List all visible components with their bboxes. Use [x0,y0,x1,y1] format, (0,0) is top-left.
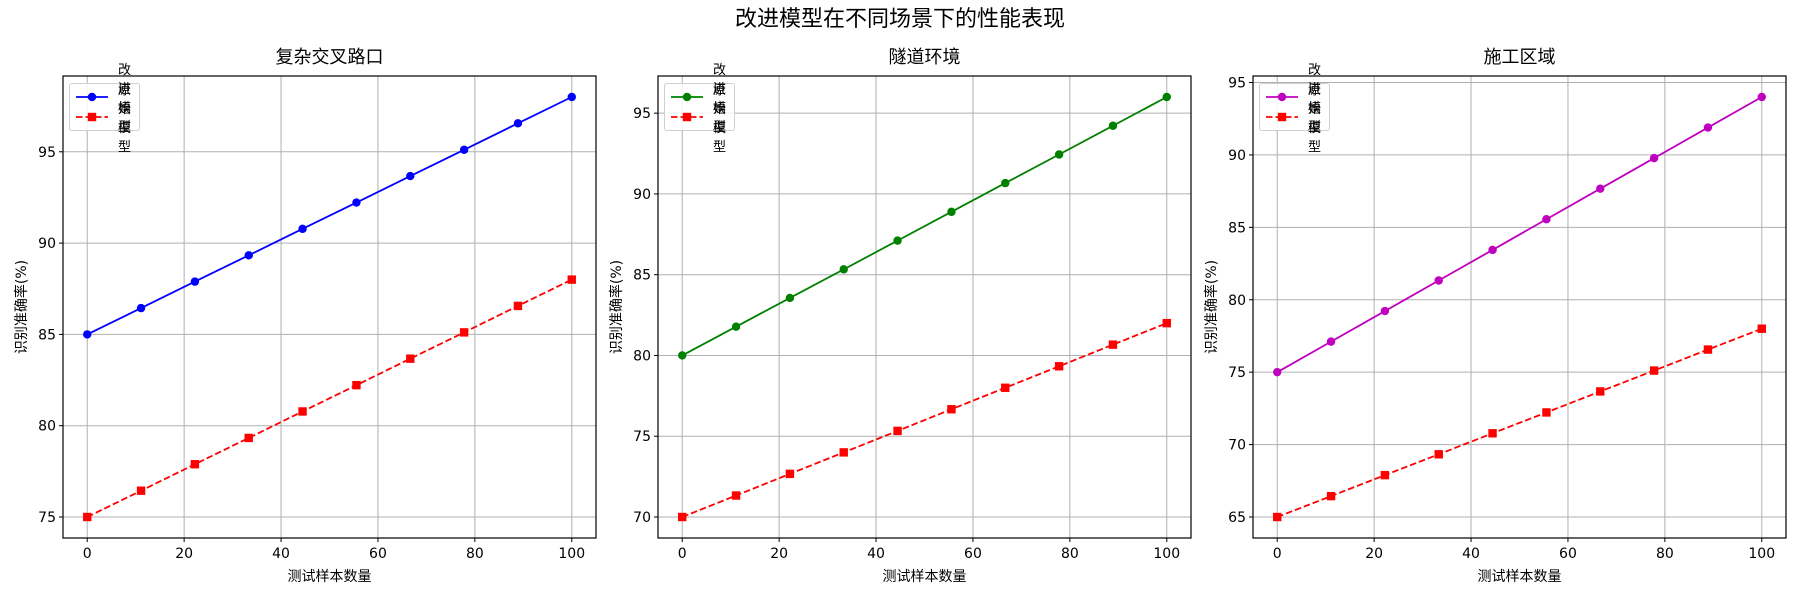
legend-item-original: 原始模型 [1265,83,1321,155]
svg-text:95: 95 [633,106,651,122]
svg-text:85: 85 [633,268,651,284]
svg-text:75: 75 [1228,365,1246,381]
legend-item-improved: 改进模型 [75,63,131,135]
series-improved [1273,92,1766,377]
legend-label: 原始模型 [118,83,132,155]
legend-label: 改进模型 [1308,63,1322,135]
axes-frame [1252,75,1787,539]
svg-text:80: 80 [633,348,651,364]
legend-label: 原始模型 [1308,83,1322,155]
svg-text:85: 85 [38,327,56,343]
legend-item-improved: 改进模型 [1265,63,1321,135]
svg-text:100: 100 [1153,546,1180,562]
svg-text:40: 40 [272,546,290,562]
legend: 改进模型 原始模型 [1259,63,1331,155]
axes-frame [657,75,1192,539]
legend-item-improved: 改进模型 [670,63,726,135]
svg-text:20: 20 [770,546,788,562]
legend-dashed-square-icon [1266,112,1298,122]
legend-label: 改进模型 [713,63,727,135]
svg-text:85: 85 [1228,220,1246,236]
svg-text:100: 100 [558,546,585,562]
legend-item-original: 原始模型 [670,83,726,155]
svg-text:80: 80 [466,546,484,562]
svg-text:75: 75 [633,429,651,445]
svg-text:70: 70 [1228,438,1246,454]
svg-text:0: 0 [678,546,687,562]
legend-dashed-square-icon [76,112,108,122]
svg-text:80: 80 [1061,546,1079,562]
svg-text:70: 70 [633,510,651,526]
svg-text:0: 0 [83,546,92,562]
svg-text:80: 80 [1656,546,1674,562]
legend-label: 改进模型 [118,63,132,135]
svg-text:65: 65 [1228,510,1246,526]
series-improved [83,92,576,339]
svg-text:90: 90 [1228,148,1246,164]
tick-labels: 0 20 40 60 80 100 65 70 75 80 85 90 95 [1228,76,1775,562]
svg-text:90: 90 [633,187,651,203]
legend-item-original: 原始模型 [75,83,131,155]
x-axis-label: 测试样本数量 [882,569,967,585]
series-original [1273,324,1766,522]
svg-text:95: 95 [1228,76,1246,92]
legend-dashed-square-icon [671,112,703,122]
svg-text:100: 100 [1748,546,1775,562]
tick-labels: 0 20 40 60 80 100 70 75 80 85 90 95 [633,106,1180,562]
svg-text:90: 90 [38,236,56,252]
grid [1253,76,1786,538]
svg-text:20: 20 [175,546,193,562]
y-axis-label: 识别准确率(%) [1204,259,1220,355]
legend-line-circle-icon [671,92,703,102]
series-original [678,318,1171,522]
subplot-title: 复杂交叉路口 [275,47,384,68]
legend-label: 原始模型 [713,83,727,155]
svg-text:40: 40 [867,546,885,562]
svg-text:80: 80 [1228,293,1246,309]
svg-text:60: 60 [964,546,982,562]
legend-line-circle-icon [1266,92,1298,102]
subplot-title: 施工区域 [1483,47,1556,68]
series-original [83,275,576,522]
svg-text:75: 75 [38,510,56,526]
legend-line-circle-icon [76,92,108,102]
svg-text:95: 95 [38,145,56,161]
tick-labels: 0 20 40 60 80 100 75 80 85 90 95 [38,145,585,562]
legend: 改进模型 原始模型 [69,63,141,155]
svg-text:40: 40 [1462,546,1480,562]
legend: 改进模型 原始模型 [664,63,736,155]
subplot-title: 隧道环境 [888,47,961,68]
svg-text:60: 60 [369,546,387,562]
svg-text:80: 80 [38,419,56,435]
series-improved [678,92,1171,360]
axes-frame [62,75,597,539]
grid [63,76,596,538]
grid [658,76,1191,538]
svg-text:20: 20 [1365,546,1383,562]
figure-title: 改进模型在不同场景下的性能表现 [734,7,1065,32]
svg-text:0: 0 [1273,546,1282,562]
x-axis-label: 测试样本数量 [1477,569,1562,585]
x-axis-label: 测试样本数量 [287,569,372,585]
svg-text:60: 60 [1559,546,1577,562]
